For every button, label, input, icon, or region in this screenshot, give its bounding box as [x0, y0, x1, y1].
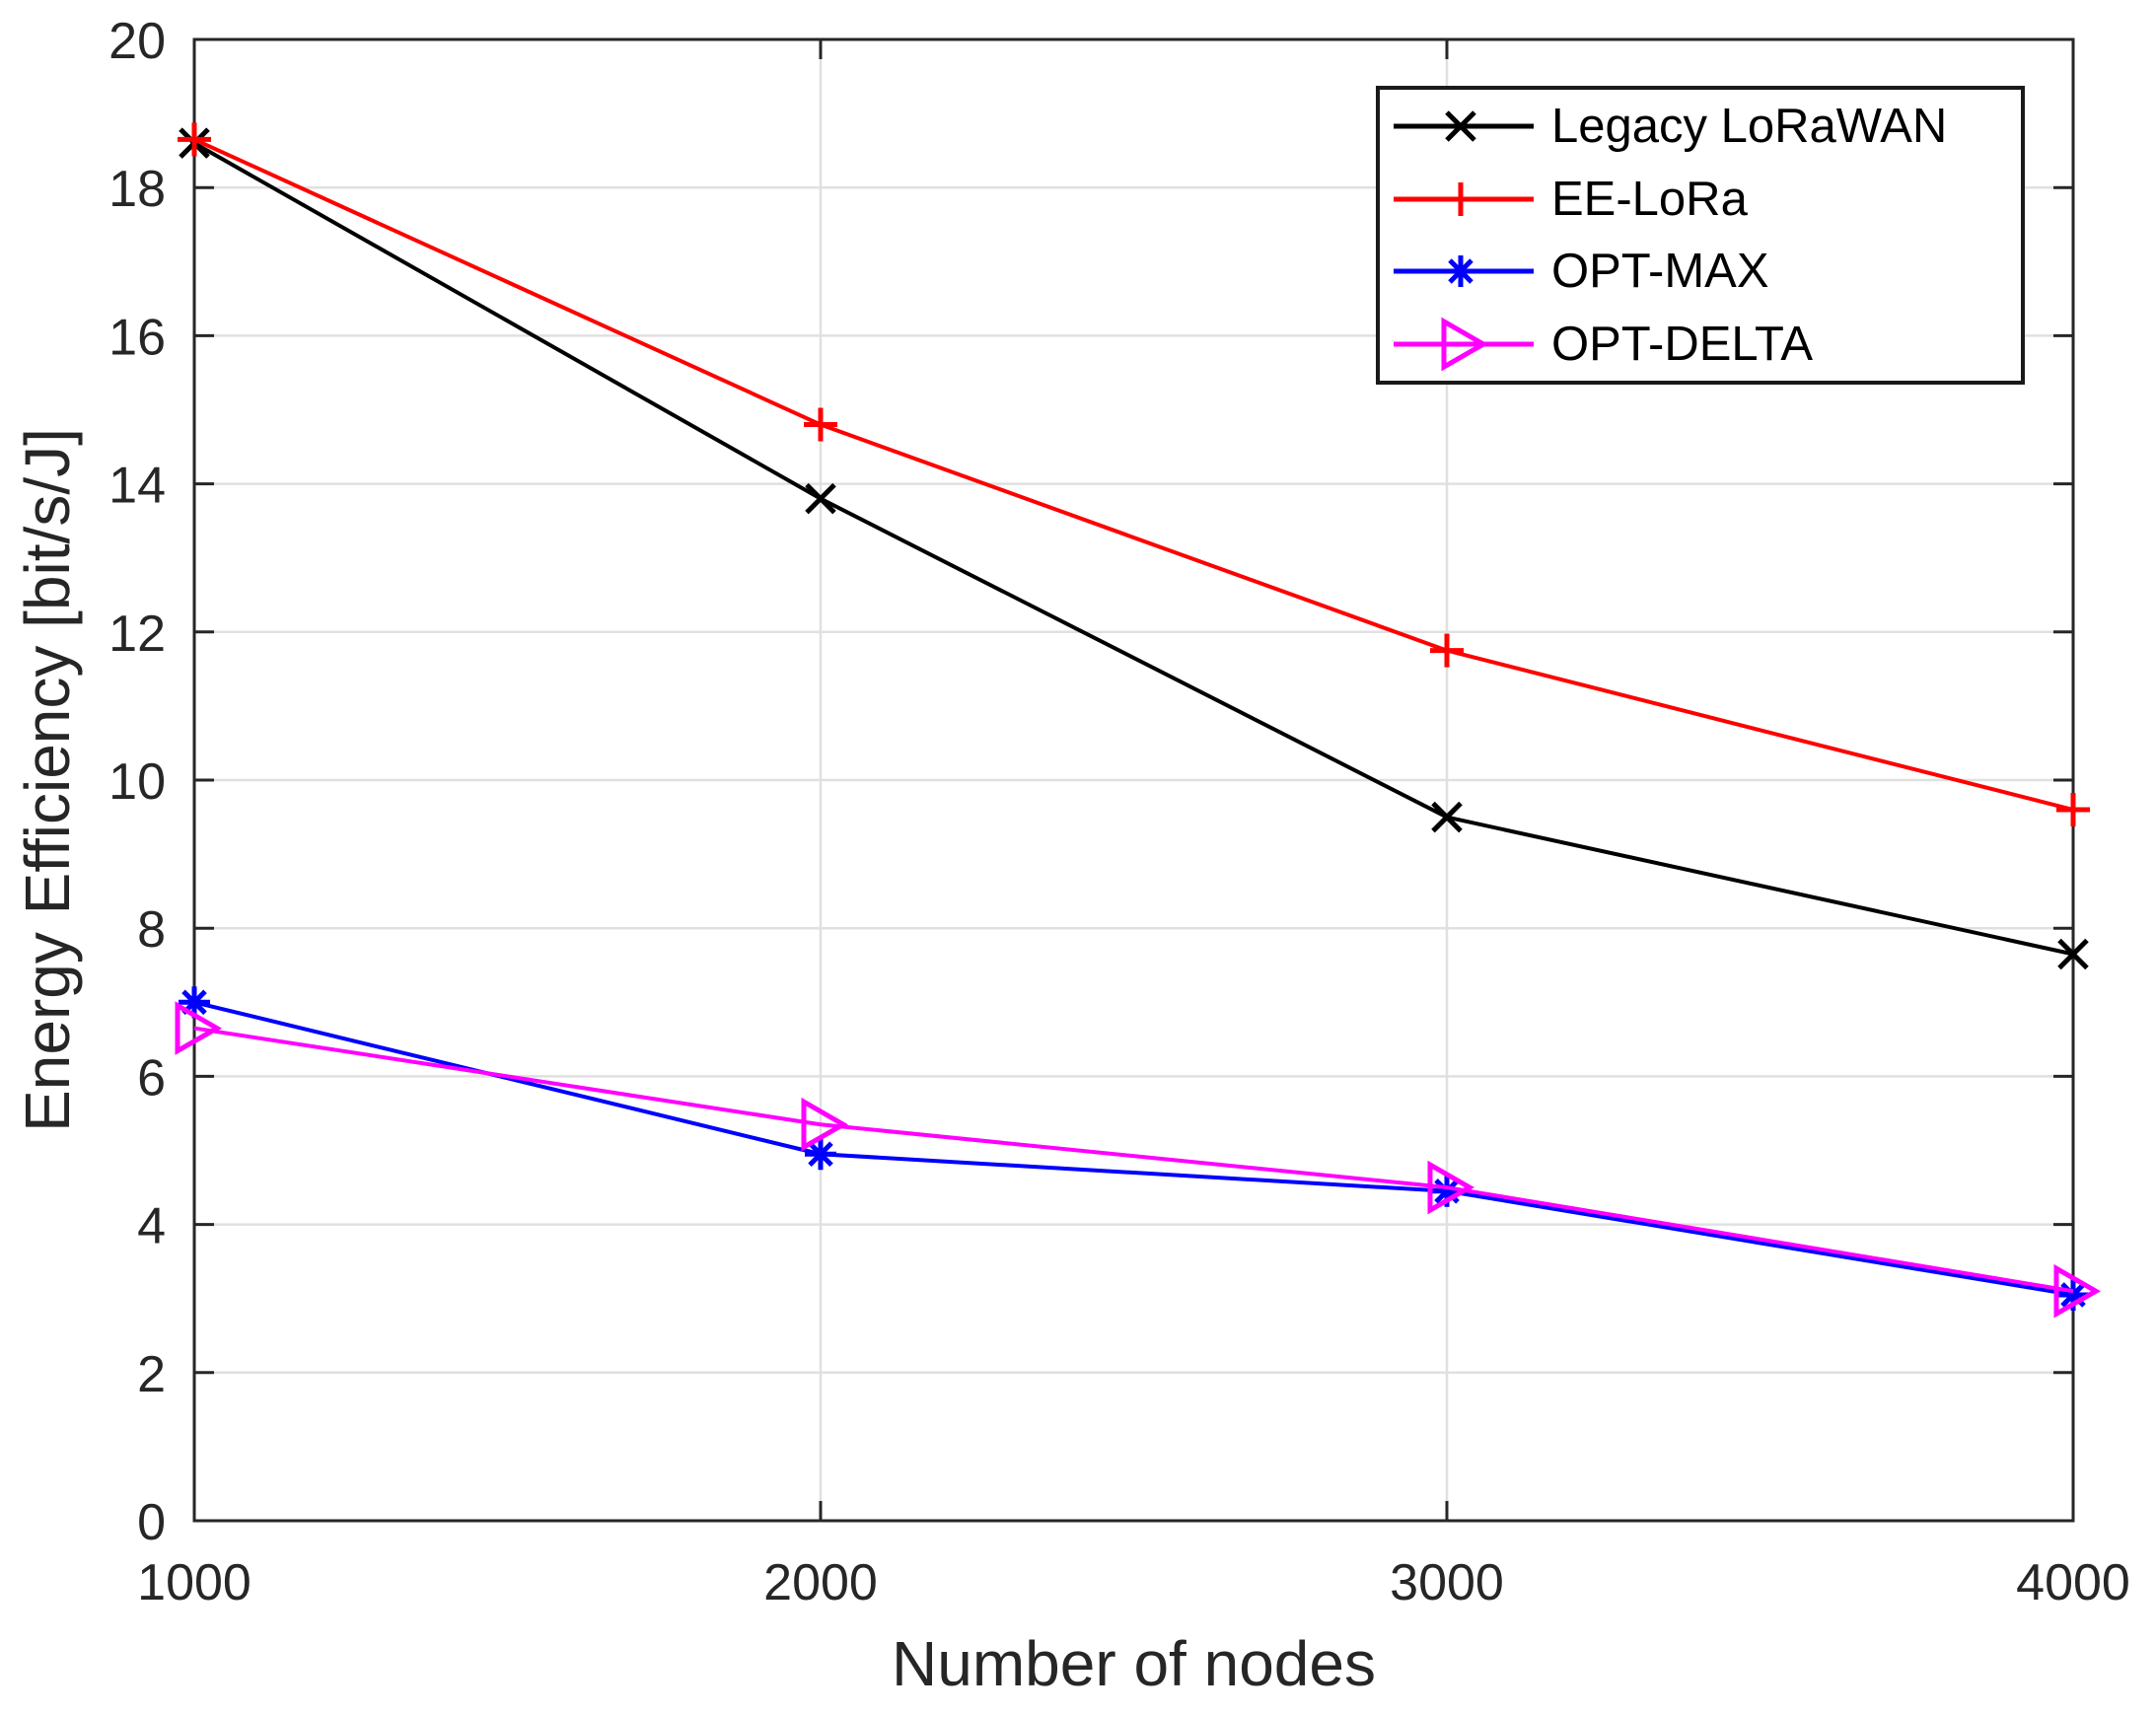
y-tick-label: 20: [108, 13, 166, 70]
marker-plus: [804, 407, 837, 442]
marker-asterisk: [1445, 255, 1476, 288]
y-tick-label: 4: [137, 1198, 166, 1255]
x-tick-label: 2000: [763, 1554, 878, 1611]
y-axis-title: Energy Efficiency [bit/s/J]: [12, 428, 83, 1132]
legend-sample-line: [1394, 317, 1534, 372]
legend-item-legacy-lorawan: Legacy LoRaWAN: [1390, 95, 2021, 158]
marker-triangle-right: [1427, 1160, 1475, 1215]
legend-item-label: EE-LoRa: [1551, 172, 1748, 226]
x-axis-title: Number of nodes: [892, 1628, 1376, 1699]
legend-sample-line: [1394, 110, 1534, 142]
marker-x: [2057, 938, 2089, 970]
y-tick-label: 12: [108, 606, 166, 663]
y-tick-label: 8: [137, 901, 166, 959]
legend-item-label: OPT-DELTA: [1551, 318, 1814, 372]
legend-item-opt-delta: OPT-DELTA: [1390, 313, 2021, 376]
y-tick-label: 2: [137, 1346, 166, 1403]
legend-item-ee-lora: EE-LoRa: [1390, 168, 2021, 231]
marker-plus: [178, 122, 211, 157]
marker-x: [1431, 801, 1463, 833]
marker-plus: [1444, 181, 1477, 216]
y-tick-label: 16: [108, 309, 166, 366]
x-tick-label: 4000: [2016, 1554, 2130, 1611]
marker-triangle-right: [801, 1097, 849, 1152]
y-tick-label: 18: [108, 161, 166, 218]
legend-item-opt-max: OPT-MAX: [1390, 240, 2021, 303]
x-tick-label: 1000: [137, 1554, 252, 1611]
legend-sample-line: [1394, 181, 1534, 216]
series-line: [193, 1026, 2074, 1294]
x-tick-label: 3000: [1390, 1554, 1504, 1611]
axis-ticks: [192, 37, 2075, 1523]
marker-x: [1445, 110, 1476, 142]
series-line: [193, 141, 2074, 957]
series-line: [193, 137, 2074, 812]
series-ee-lora: [178, 122, 2090, 827]
y-tick-label: 0: [137, 1494, 166, 1551]
marker-plus: [1430, 633, 1464, 668]
legend-item-label: OPT-MAX: [1551, 245, 1769, 299]
tick-labels: 0 2 4 6 8 10 12 14 16 18 20 1000 2000 3000 4000: [108, 13, 2130, 1611]
series-opt-max: [179, 986, 2089, 1311]
y-tick-label: 10: [108, 753, 166, 811]
marker-plus: [2056, 793, 2090, 827]
legend-sample-line: [1394, 255, 1534, 288]
y-tick-label: 14: [108, 458, 166, 515]
marker-triangle-right: [175, 1001, 223, 1055]
marker-triangle-right: [1441, 317, 1489, 372]
legend-item-label: Legacy LoRaWAN: [1551, 99, 1948, 153]
legend: Legacy LoRaWAN EE-LoRa OPT-MAX OPT-DELTA: [1376, 86, 2025, 385]
marker-triangle-right: [2053, 1263, 2102, 1319]
series-opt-delta: [175, 1001, 2102, 1319]
marker-x: [805, 482, 836, 515]
marker-asterisk: [805, 1138, 836, 1171]
y-tick-label: 6: [137, 1049, 166, 1107]
series-line: [193, 1000, 2074, 1297]
